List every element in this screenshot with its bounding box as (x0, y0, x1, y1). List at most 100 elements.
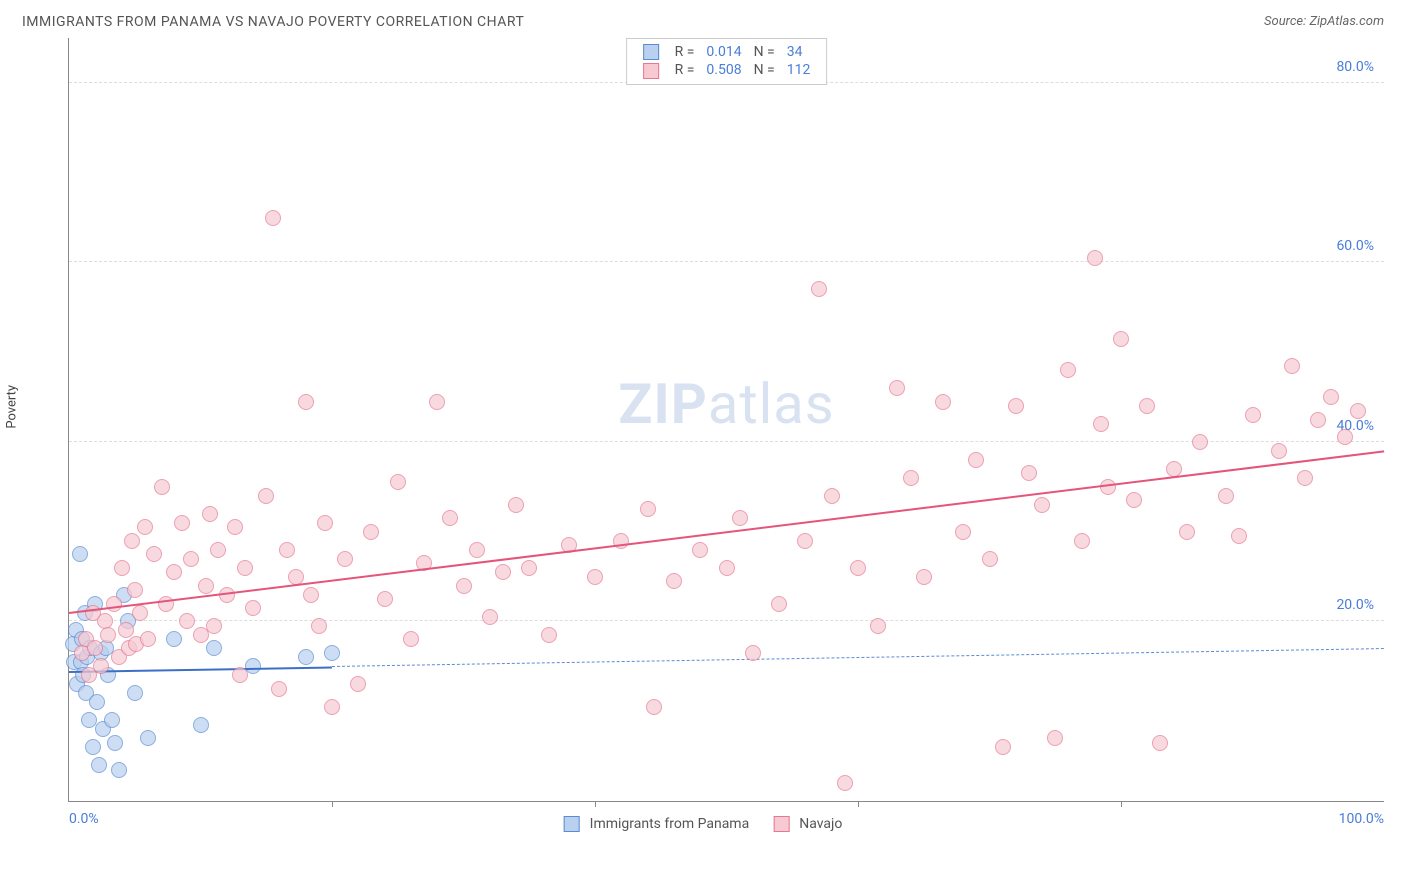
scatter-point (298, 394, 314, 410)
scatter-point (350, 676, 366, 692)
scatter-point (1323, 389, 1339, 405)
gridline (69, 620, 1384, 621)
scatter-point (232, 667, 248, 683)
scatter-point (1093, 416, 1109, 432)
scatter-point (279, 542, 295, 558)
scatter-point (1021, 465, 1037, 481)
scatter-point (137, 519, 153, 535)
scatter-point (745, 645, 761, 661)
scatter-point (1350, 403, 1366, 419)
legend-swatch-0 (564, 816, 580, 832)
scatter-point (824, 488, 840, 504)
scatter-point (81, 712, 97, 728)
chart-title: IMMIGRANTS FROM PANAMA VS NAVAJO POVERTY… (22, 14, 524, 30)
scatter-point (154, 479, 170, 495)
ytick-label: 60.0% (1336, 238, 1374, 254)
scatter-point (995, 739, 1011, 755)
scatter-point (100, 627, 116, 643)
xtick-label: 100.0% (1339, 811, 1384, 827)
scatter-point (202, 506, 218, 522)
swatch-series-1 (643, 63, 659, 79)
watermark-rest: atlas (708, 371, 835, 437)
scatter-point (1284, 358, 1300, 374)
scatter-point (183, 551, 199, 567)
scatter-point (93, 658, 109, 674)
trend-line (332, 648, 1384, 667)
scatter-point (429, 394, 445, 410)
legend-label-0: Immigrants from Panama (590, 816, 750, 832)
scatter-point (732, 510, 748, 526)
scatter-point (640, 501, 656, 517)
scatter-point (166, 631, 182, 647)
scatter-point (850, 560, 866, 576)
scatter-point (89, 694, 105, 710)
y-axis-label: Poverty (5, 385, 20, 429)
xtick (1121, 801, 1122, 807)
scatter-point (337, 551, 353, 567)
scatter-point (916, 569, 932, 585)
ytick-label: 80.0% (1336, 59, 1374, 75)
gridline (69, 261, 1384, 262)
scatter-point (1310, 412, 1326, 428)
n-value-1: 112 (781, 61, 817, 79)
scatter-point (206, 618, 222, 634)
legend-item: Immigrants from Panama (564, 816, 750, 832)
scatter-point (210, 542, 226, 558)
scatter-point (140, 730, 156, 746)
n-label: N = (748, 61, 781, 79)
legend-item: Navajo (773, 816, 842, 832)
scatter-point (288, 569, 304, 585)
correlation-table: R = 0.014 N = 34 R = 0.508 N = 112 (637, 43, 817, 80)
scatter-point (87, 640, 103, 656)
source-label: Source: (1264, 14, 1306, 29)
scatter-point (837, 775, 853, 791)
scatter-point (193, 717, 209, 733)
scatter-point (111, 762, 127, 778)
source-attribution: Source: ZipAtlas.com (1264, 14, 1384, 29)
correlation-legend: R = 0.014 N = 34 R = 0.508 N = 112 (626, 38, 828, 85)
xtick (595, 801, 596, 807)
scatter-point (114, 560, 130, 576)
scatter-point (1034, 497, 1050, 513)
scatter-point (1047, 730, 1063, 746)
scatter-point (91, 757, 107, 773)
scatter-point (771, 596, 787, 612)
scatter-point (442, 510, 458, 526)
legend-label-1: Navajo (799, 816, 842, 832)
scatter-point (271, 681, 287, 697)
gridline (69, 441, 1384, 442)
scatter-point (298, 649, 314, 665)
scatter-point (127, 685, 143, 701)
scatter-point (482, 609, 498, 625)
scatter-point (245, 600, 261, 616)
scatter-point (206, 640, 222, 656)
source-name: ZipAtlas.com (1309, 14, 1384, 29)
watermark-bold: ZIP (618, 371, 707, 437)
scatter-point (179, 613, 195, 629)
scatter-point (1179, 524, 1195, 540)
scatter-point (666, 573, 682, 589)
scatter-point (811, 281, 827, 297)
r-value-1: 0.508 (700, 61, 747, 79)
scatter-point (127, 582, 143, 598)
scatter-point (1297, 470, 1313, 486)
scatter-point (541, 627, 557, 643)
scatter-point (140, 631, 156, 647)
watermark: ZIPatlas (618, 371, 834, 437)
scatter-point (237, 560, 253, 576)
scatter-point (955, 524, 971, 540)
chart-container: IMMIGRANTS FROM PANAMA VS NAVAJO POVERTY… (0, 0, 1406, 892)
scatter-point (311, 618, 327, 634)
scatter-point (646, 699, 662, 715)
scatter-point (521, 560, 537, 576)
scatter-point (1060, 362, 1076, 378)
scatter-point (107, 735, 123, 751)
scatter-point (158, 596, 174, 612)
scatter-point (377, 591, 393, 607)
scatter-point (390, 474, 406, 490)
scatter-point (1245, 407, 1261, 423)
scatter-point (72, 546, 88, 562)
r-label: R = (669, 43, 701, 61)
legend-swatch-1 (773, 816, 789, 832)
scatter-point (1231, 528, 1247, 544)
